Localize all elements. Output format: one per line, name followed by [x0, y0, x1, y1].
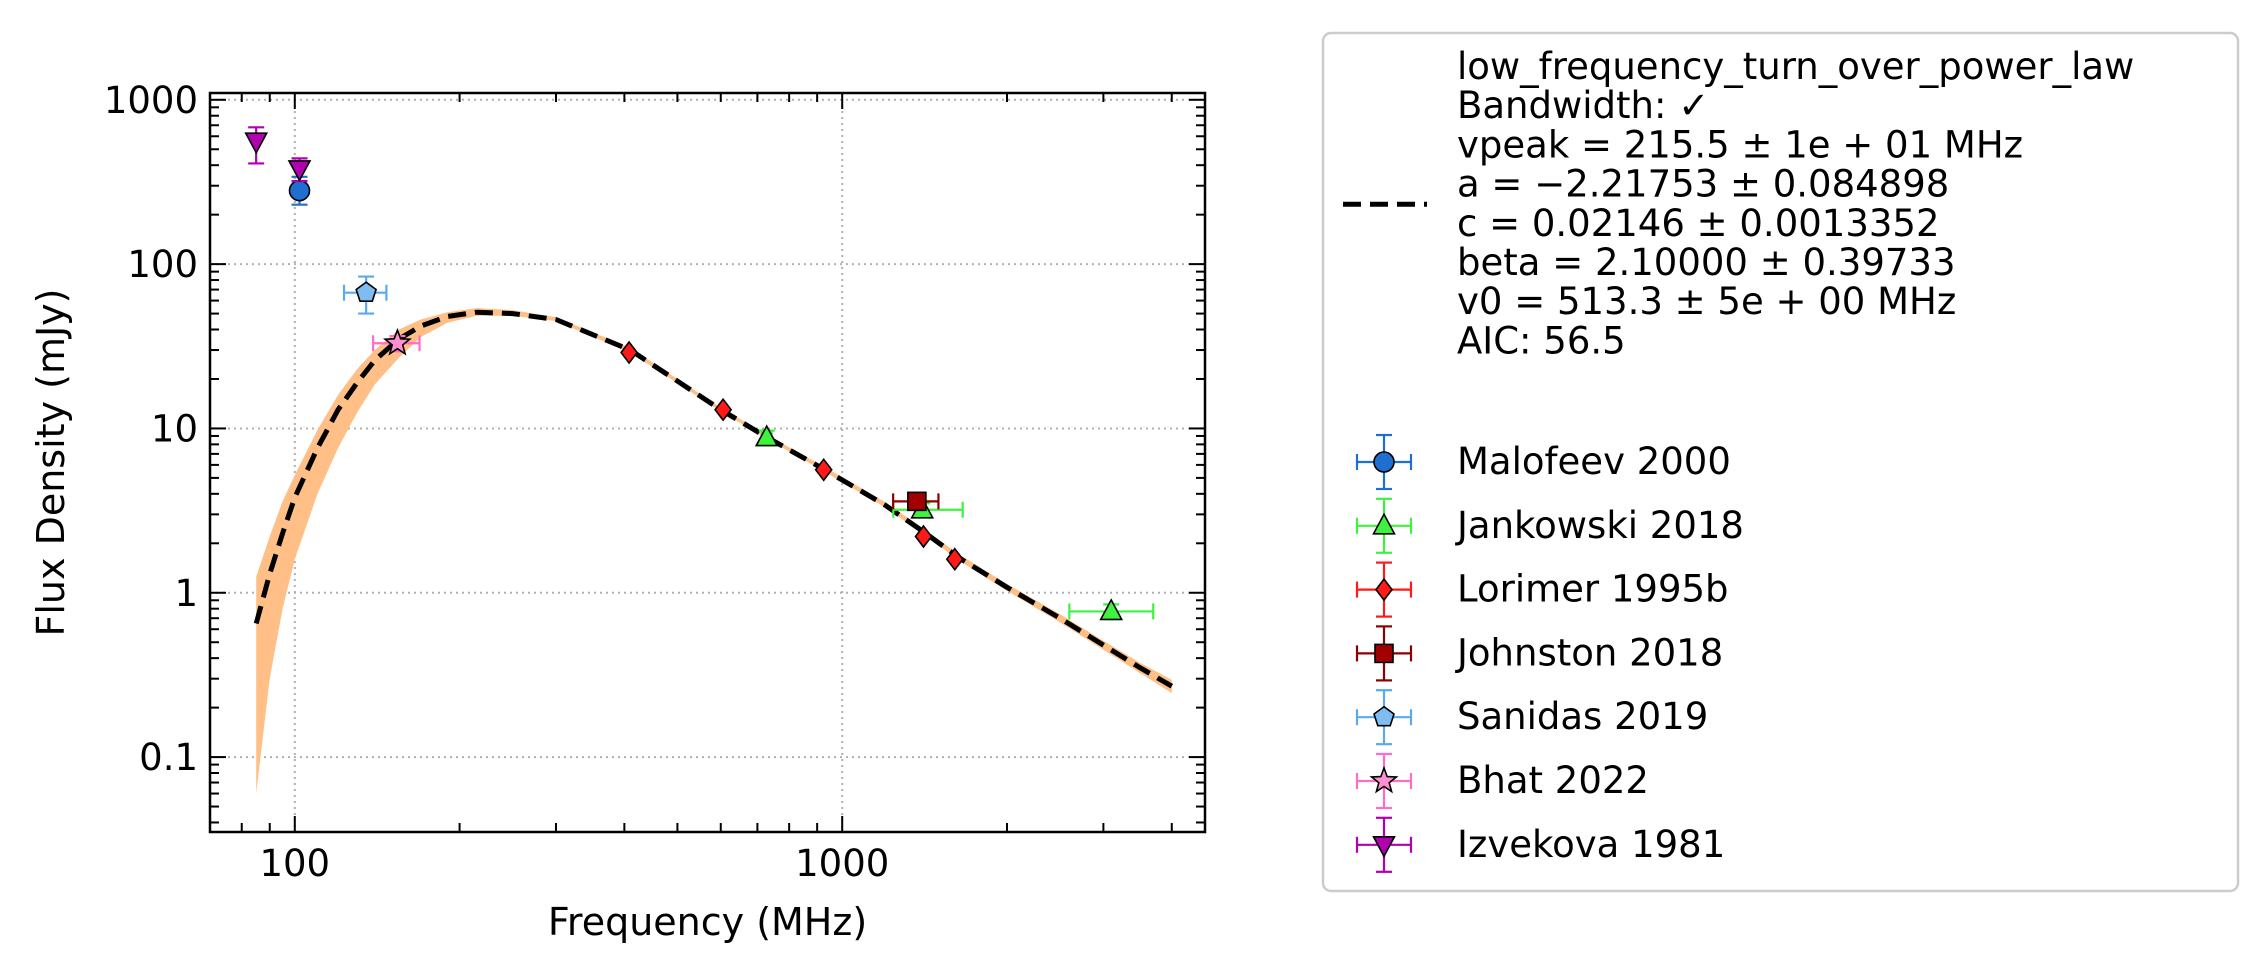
legend-entry: Bhat 2022 [1355, 752, 1649, 810]
data-point [288, 179, 311, 202]
x-tick-label: 1000 [795, 842, 889, 885]
legend-label: Bhat 2022 [1457, 759, 1649, 802]
legend-marker [1372, 835, 1396, 858]
y-axis-label: Flux Density (mJy) [29, 289, 73, 637]
legend-fit-line: AIC: 56.5 [1457, 319, 1626, 362]
y-tick-label: 1 [174, 572, 198, 615]
legend-entry: Lorimer 1995b [1355, 561, 1729, 618]
data-point [754, 424, 779, 447]
data-point [907, 491, 927, 512]
legend-fit-line: low_frequency_turn_over_power_law [1457, 45, 2134, 88]
legend-label: Izvekova 1981 [1457, 823, 1725, 866]
x-tick-label: 100 [259, 842, 330, 885]
legend-entry: Izvekova 1981 [1355, 816, 1725, 873]
data-point [287, 160, 312, 183]
grid-lines [210, 93, 1205, 832]
y-tick-label: 100 [127, 243, 198, 286]
legend-label: Johnston 2018 [1455, 631, 1723, 674]
legend-fit-line: c = 0.02146 ± 0.0013352 [1457, 202, 1939, 245]
y-tick-label: 1000 [104, 79, 198, 122]
data-point [914, 524, 933, 549]
legend-label: Lorimer 1995b [1457, 568, 1729, 611]
legend-entry: Sanidas 2019 [1355, 689, 1708, 746]
legend-marker [1374, 643, 1394, 664]
data-point [244, 132, 269, 155]
legend-marker [1373, 451, 1395, 473]
legend-label: Jankowski 2018 [1455, 504, 1744, 547]
fit-curve [253, 309, 1174, 689]
y-tick-label: 10 [151, 407, 198, 450]
legend-fit-line: beta = 2.10000 ± 0.39733 [1457, 241, 1956, 284]
plot-axes [208, 91, 1207, 834]
data-point [945, 547, 964, 572]
data-point [1099, 598, 1124, 621]
data-point [620, 340, 639, 365]
legend-frame [1321, 31, 2240, 893]
fit-band [256, 308, 1172, 794]
legend-marker [1372, 512, 1396, 535]
legend-marker [1373, 705, 1395, 727]
y-tick-label: 0.1 [139, 736, 198, 779]
legend-fit-line: Bandwidth: ✓ [1457, 84, 1709, 127]
legend-fit-line: vpeak = 215.5 ± 1e + 01 MHz [1457, 123, 2023, 166]
legend-label: Sanidas 2019 [1457, 695, 1708, 738]
data-point [714, 397, 733, 422]
legend-fit-line: a = −2.21753 ± 0.084898 [1457, 163, 1949, 206]
tick-labels: 100 1000 0.1 1 10 100 1000 [104, 79, 889, 885]
legend-entry: Jankowski 2018 [1355, 497, 1744, 554]
fit-curve-layer [253, 309, 1174, 689]
data-point [355, 281, 378, 303]
legend-label: Malofeev 2000 [1457, 440, 1731, 483]
data-point [814, 457, 833, 482]
data-points [244, 126, 1155, 621]
legend-entry: Malofeev 2000 [1355, 433, 1731, 491]
fit-uncertainty-band [256, 308, 1172, 794]
x-axis-label: Frequency (MHz) [548, 900, 867, 944]
legend-marker [1369, 765, 1399, 794]
legend-entry: Johnston 2018 [1355, 625, 1723, 682]
legend-marker [1374, 577, 1394, 602]
plot-frame [208, 91, 1207, 834]
data-point [382, 327, 412, 356]
legend: low_frequency_turn_over_power_lawBandwid… [1321, 31, 2240, 893]
legend-fit-line: v0 = 513.3 ± 5e + 00 MHz [1457, 280, 1956, 323]
